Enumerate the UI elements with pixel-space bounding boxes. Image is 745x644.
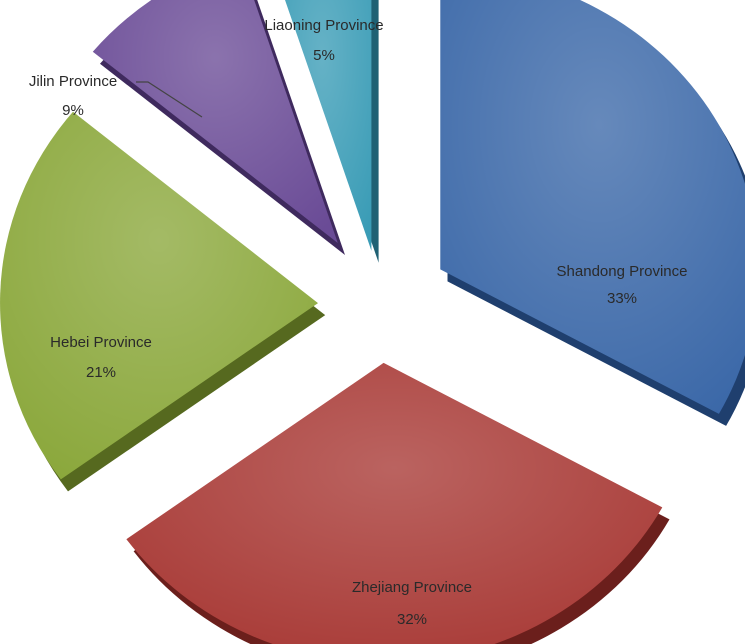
- pie-slice-hebei-province: [0, 111, 326, 492]
- slice-value-label: 9%: [62, 102, 84, 119]
- slice-value-label: 5%: [313, 47, 335, 64]
- slice-name-label: Hebei Province: [50, 334, 152, 351]
- pie-slice-gloss: [126, 362, 663, 644]
- slice-value-label: 21%: [86, 364, 116, 381]
- pie-slice-gloss: [92, 0, 338, 243]
- slice-name-label: Liaoning Province: [264, 17, 383, 34]
- pie-slice-gloss: [0, 111, 318, 480]
- pie-slice-shandong-province: [440, 0, 745, 426]
- pie-slice-gloss: [285, 0, 372, 251]
- slice-value-label: 32%: [397, 611, 427, 628]
- pie-slice-gloss: [440, 0, 745, 414]
- slice-name-label: Zhejiang Province: [352, 579, 472, 596]
- slice-value-label: 33%: [607, 290, 637, 307]
- slice-name-label: Shandong Province: [557, 263, 688, 280]
- pie-slice-zhejiang-province: [126, 362, 670, 644]
- pie-slice-liaoning-province: [285, 0, 379, 263]
- leader-line: [136, 81, 203, 118]
- pie-slice-jilin-province: [92, 0, 345, 255]
- slice-name-label: Jilin Province: [29, 73, 117, 90]
